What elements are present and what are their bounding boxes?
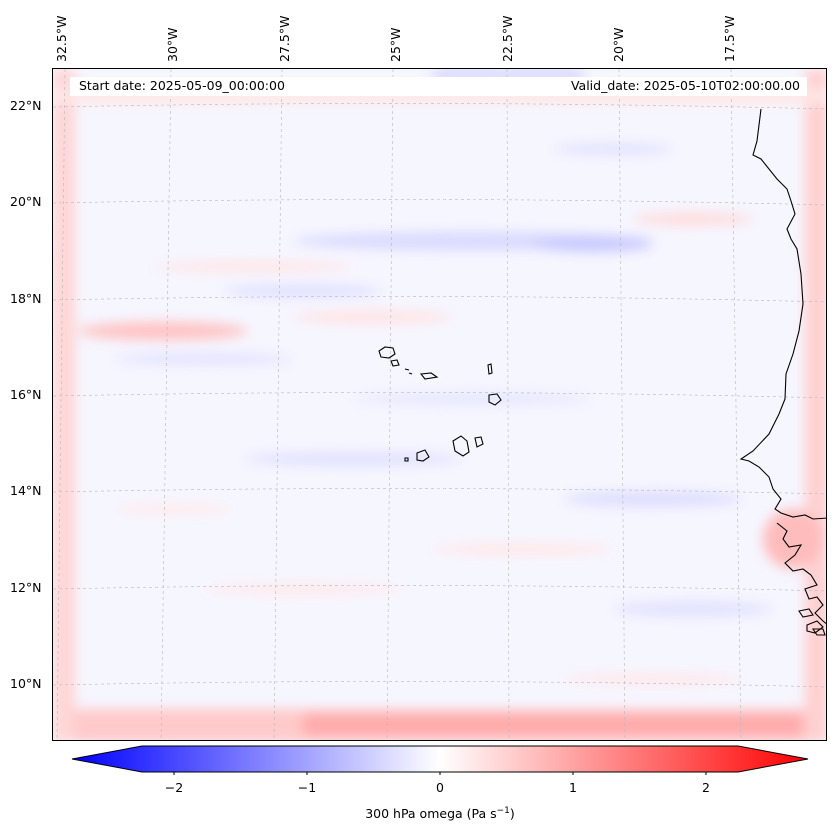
- lat-label-12n: 12°N: [10, 580, 42, 595]
- lat-label-20n: 20°N: [10, 194, 42, 209]
- start-date-label: Start date: 2025-05-09_00:00:00: [79, 78, 285, 93]
- lon-label-30w: 30°W: [165, 27, 180, 62]
- cape-verde-islands: [378, 346, 502, 462]
- africa-coastline: [739, 108, 826, 636]
- colorbar-ticks: [173, 772, 707, 775]
- colorbar: [71, 745, 809, 775]
- valid-date-label: Valid_date: 2025-05-10T02:00:00.00: [570, 78, 800, 93]
- lon-label-27-5w: 27.5°W: [277, 15, 292, 62]
- lon-label-32-5w: 32.5°W: [54, 15, 69, 62]
- colorbar-tick-minus-1: −1: [297, 780, 317, 795]
- colorbar-tick-1: 1: [569, 780, 577, 795]
- lat-label-16n: 16°N: [10, 387, 42, 402]
- lon-label-22-5w: 22.5°W: [500, 15, 515, 62]
- omega-field: [53, 69, 826, 740]
- lat-label-18n: 18°N: [10, 291, 42, 306]
- lon-label-20w: 20°W: [611, 27, 626, 62]
- lon-label-17-5w: 17.5°W: [722, 15, 737, 62]
- lat-label-10n: 10°N: [10, 676, 42, 691]
- colorbar-tick-0: 0: [436, 780, 444, 795]
- colorbar-tick-minus-2: −2: [164, 780, 184, 795]
- colorbar-title: 300 hPa omega (Pa s−1): [365, 806, 515, 822]
- map-panel: [52, 68, 827, 741]
- lon-label-25w: 25°W: [388, 27, 403, 62]
- lat-label-22n: 22°N: [10, 98, 42, 113]
- lat-label-14n: 14°N: [10, 483, 42, 498]
- colorbar-gradient: [71, 745, 809, 773]
- graticule: [53, 69, 826, 740]
- info-bar: [70, 77, 807, 96]
- colorbar-tick-2: 2: [702, 780, 710, 795]
